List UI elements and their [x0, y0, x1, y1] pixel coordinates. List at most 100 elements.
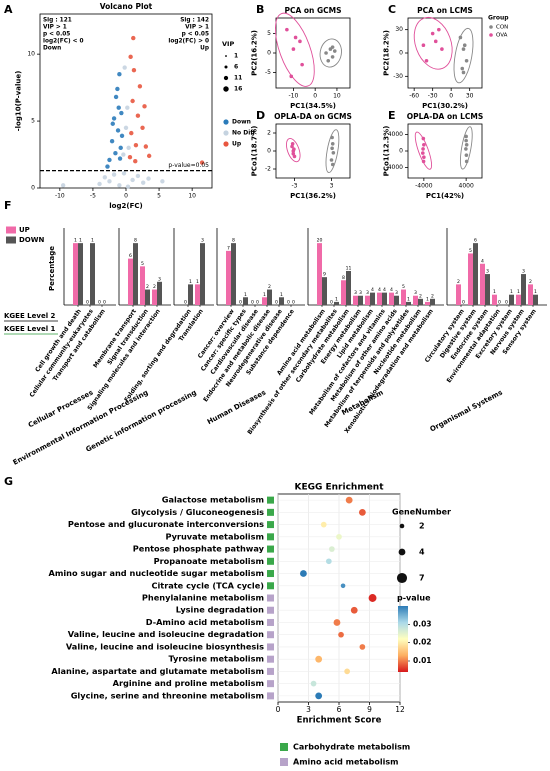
size-legend-symbol — [396, 572, 408, 584]
data-point — [111, 172, 117, 177]
data-point — [97, 181, 102, 187]
data-point — [332, 49, 337, 53]
value-label: 0 — [251, 300, 254, 306]
plot-frame — [407, 123, 483, 179]
legend-label: No Diff — [232, 130, 255, 137]
bubble — [340, 583, 346, 589]
value-label: 0 — [462, 300, 465, 306]
panel-label: D — [256, 109, 265, 122]
annotation: Sig : 121 — [43, 18, 72, 24]
size-legend-symbol — [398, 548, 406, 556]
colorbar-tick-label: 0.03 — [413, 619, 432, 628]
data-point — [118, 145, 123, 151]
x-tick-label: -10 — [55, 193, 65, 200]
value-label: 3 — [522, 269, 525, 275]
legend-symbol — [6, 236, 16, 244]
x-tick-label: 10 — [188, 193, 196, 200]
panel-label: E — [388, 109, 396, 122]
size-legend-symbol — [223, 86, 229, 92]
category-marker — [267, 594, 274, 602]
value-label: 4 — [378, 287, 381, 293]
threshold-label: p-value=0.05 — [168, 162, 209, 169]
data-point — [128, 54, 133, 60]
category-label: D-Amino acid metabolism — [146, 617, 264, 627]
panel-label: F — [4, 199, 12, 212]
value-label: 2 — [268, 284, 271, 290]
bar — [509, 294, 514, 305]
value-label: 0 — [505, 300, 508, 306]
value-label: 1 — [493, 289, 496, 295]
data-point — [146, 153, 152, 159]
data-point — [133, 142, 139, 148]
category-label: Arginine and proline metabolism — [113, 678, 264, 688]
data-point — [460, 66, 465, 71]
category-marker — [267, 533, 274, 541]
value-label: 0 — [330, 300, 333, 306]
x-axis-label: log2(FC) — [109, 202, 142, 210]
data-point — [464, 138, 468, 143]
category-marker — [267, 692, 274, 700]
data-point — [437, 27, 441, 32]
bubble — [325, 558, 332, 565]
data-point — [433, 39, 438, 44]
bar — [516, 294, 521, 305]
data-point — [424, 58, 429, 63]
x-tick-label: 30 — [466, 93, 474, 100]
category-label: Valine, leucine and isoleucine biosynthe… — [66, 641, 264, 651]
data-point — [146, 176, 151, 181]
data-point — [464, 142, 469, 147]
data-point — [329, 158, 334, 162]
data-point — [113, 151, 118, 156]
data-point — [291, 151, 296, 156]
value-label: 8 — [134, 238, 137, 244]
value-label: 1 — [534, 289, 537, 295]
value-label: 2 — [146, 284, 149, 290]
x-axis-label: PC1(42%) — [426, 192, 464, 200]
value-label: 0 — [103, 300, 106, 306]
value-label: 1 — [189, 279, 192, 285]
bubble — [359, 644, 366, 650]
x-tick-label: 5 — [157, 193, 161, 200]
y-tick-label: 30 — [395, 26, 403, 33]
x-tick-label: 9 — [367, 705, 372, 714]
bar — [406, 301, 411, 305]
bubble — [350, 606, 358, 614]
x-tick-label: -60 — [409, 93, 419, 100]
data-point — [143, 144, 149, 149]
bar — [90, 243, 95, 305]
data-point — [110, 121, 115, 126]
value-label: 4 — [390, 287, 393, 293]
x-tick-label: -3 — [292, 183, 298, 190]
confidence-ellipse — [453, 27, 474, 84]
y-tick-label: 0 — [399, 148, 403, 155]
x-tick-label: 0 — [276, 705, 281, 714]
bar — [468, 253, 473, 305]
value-label: 7 — [227, 245, 230, 251]
x-axis-label: PC1(30.2%) — [422, 102, 468, 110]
data-point — [461, 70, 466, 75]
x-axis-label: PC1(36.2%) — [290, 192, 336, 200]
data-point — [324, 51, 328, 55]
legend-symbol — [223, 141, 229, 147]
annotation: log2(FC) < 0 — [43, 39, 84, 45]
size-legend-symbol — [223, 75, 229, 81]
data-point — [126, 145, 131, 151]
bar — [128, 258, 133, 305]
value-label: 8 — [232, 238, 235, 244]
y-tick-label: 4000 — [388, 131, 403, 138]
value-label: 20 — [317, 238, 323, 244]
data-point — [422, 142, 426, 147]
data-point — [291, 149, 296, 153]
value-label: 2 — [153, 284, 156, 290]
data-point — [461, 47, 466, 51]
bar — [473, 243, 478, 305]
bar — [418, 298, 423, 305]
data-point — [133, 159, 138, 164]
y-tick-label: 0 — [399, 50, 403, 57]
bar — [243, 297, 248, 305]
value-label: 4 — [383, 287, 386, 293]
level-label: KGEE Level 2 — [4, 312, 56, 320]
data-point — [117, 156, 123, 161]
annotation: Up — [200, 46, 209, 52]
legend-symbol — [6, 226, 16, 234]
